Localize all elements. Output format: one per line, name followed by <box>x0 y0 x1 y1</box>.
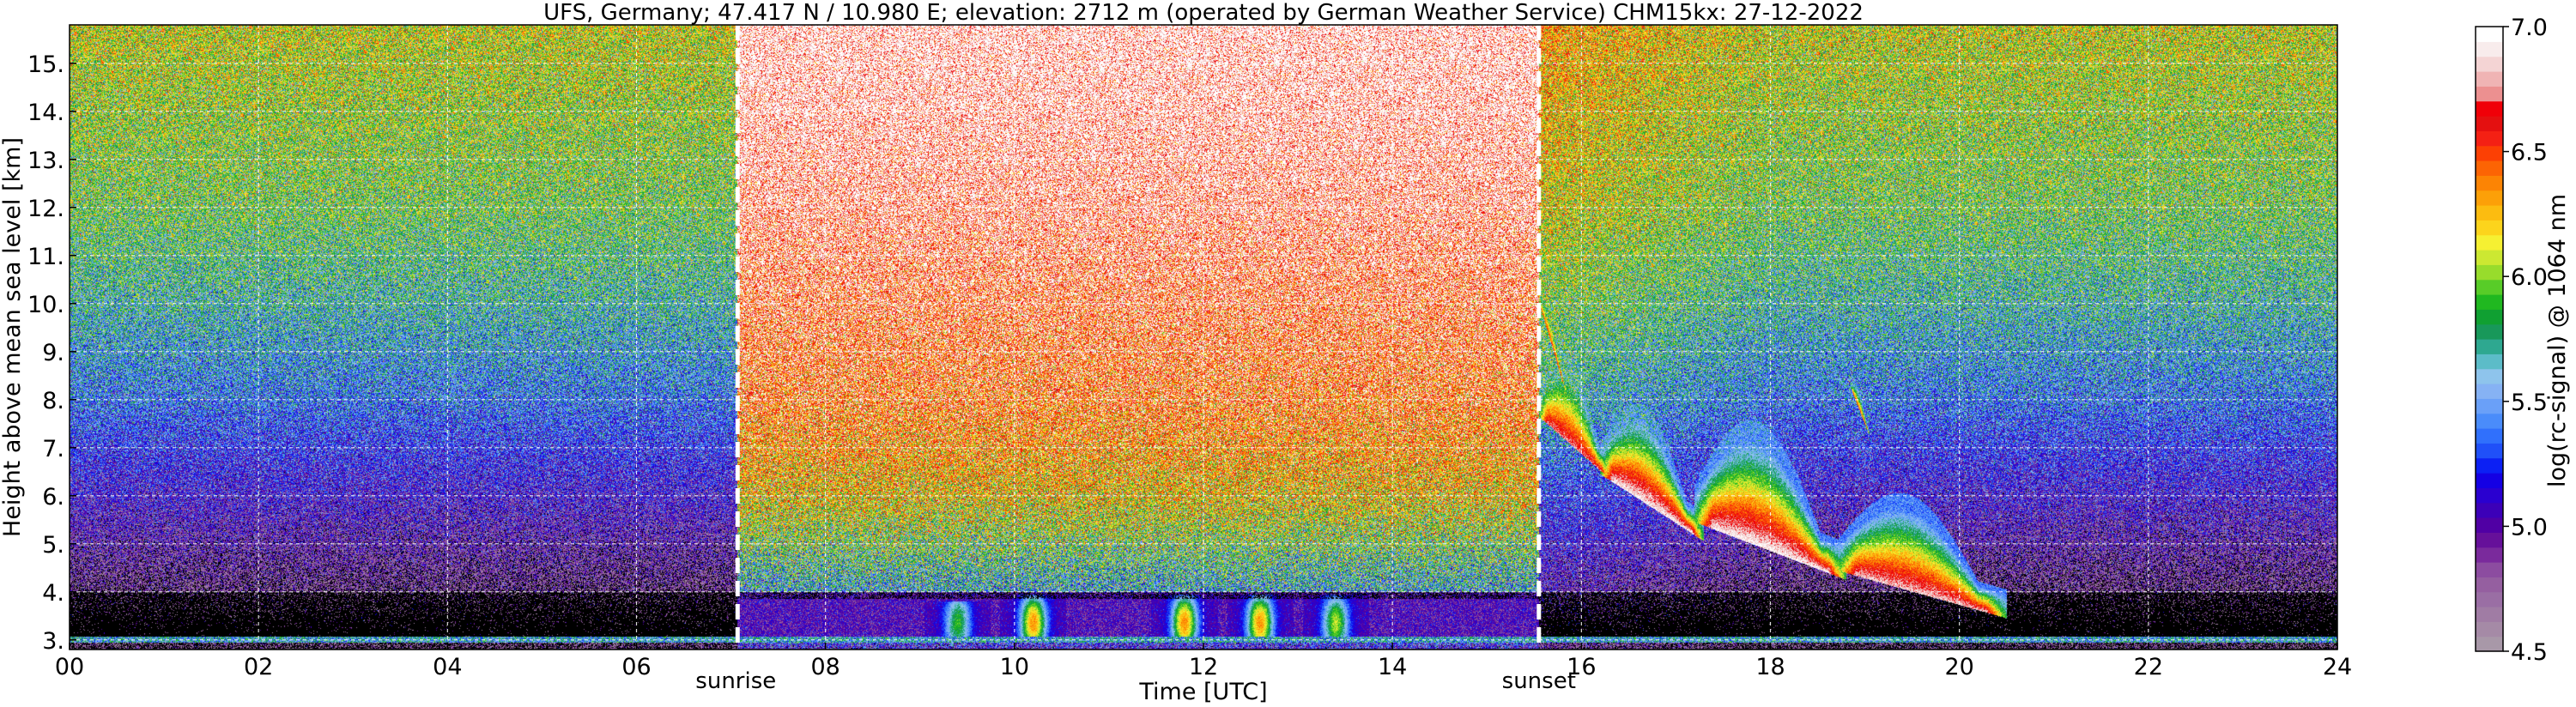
x-tick-label: 02 <box>244 654 273 680</box>
colorbar-swatch <box>2476 368 2503 384</box>
x-tick-label: 22 <box>2134 654 2163 680</box>
colorbar-swatch <box>2476 398 2503 414</box>
x-axis: 00 02 04 06 08 10 12 14 16 18 20 22 24 <box>55 643 2352 680</box>
colorbar-frame <box>2475 26 2504 652</box>
y-tick-label: 5. <box>42 532 64 559</box>
colorbar-swatch <box>2476 473 2503 488</box>
x-tick-label: 06 <box>621 654 651 680</box>
colorbar-swatch <box>2476 636 2503 652</box>
colorbar-swatch <box>2476 517 2503 533</box>
y-axis-label: Height above mean sea level [km] <box>0 137 26 537</box>
chart-title: UFS, Germany; 47.417 N / 10.980 E; eleva… <box>543 0 1864 26</box>
x-tick-label: 18 <box>1755 654 1785 680</box>
colorbar-tick-label: 7.0 <box>2511 15 2548 41</box>
x-tick-label: 10 <box>1000 654 1029 680</box>
colorbar-swatch <box>2476 56 2503 72</box>
x-tick-label: 24 <box>2323 654 2352 680</box>
y-tick-label: 8. <box>42 388 64 414</box>
colorbar-swatch <box>2476 205 2503 221</box>
y-tick-label: 3. <box>42 628 64 655</box>
colorbar-swatch <box>2476 532 2503 548</box>
colorbar-swatch <box>2476 384 2503 399</box>
colorbar-swatch <box>2476 621 2503 638</box>
y-tick-label: 9. <box>42 340 64 366</box>
colorbar-label: log(rc-signal) @ 1064 nm <box>2544 194 2571 487</box>
colorbar-swatch <box>2476 250 2503 265</box>
sunrise-label: sunrise <box>695 668 776 694</box>
y-tick-label: 7. <box>42 436 64 462</box>
x-tick-label: 12 <box>1189 654 1218 680</box>
y-tick-label: 11. <box>27 244 64 270</box>
colorbar-swatch <box>2476 234 2503 251</box>
colorbar-swatch <box>2476 279 2503 295</box>
colorbar-swatch <box>2476 323 2503 340</box>
colorbar-swatch <box>2476 309 2503 325</box>
y-tick-label: 4. <box>42 580 64 607</box>
colorbar-swatch <box>2476 607 2503 622</box>
x-tick-label: 08 <box>810 654 839 680</box>
y-tick-label: 15. <box>27 51 64 78</box>
x-axis-label: Time [UTC] <box>1138 679 1267 705</box>
colorbar-swatch <box>2476 71 2503 87</box>
sunset-label: sunset <box>1502 668 1576 694</box>
colorbar-swatch <box>2476 339 2503 354</box>
x-tick-label: 04 <box>433 654 462 680</box>
x-tick-label: 00 <box>55 654 84 680</box>
colorbar-swatch <box>2476 354 2503 370</box>
colorbar-swatch <box>2476 428 2503 444</box>
colorbar-swatch <box>2476 130 2503 147</box>
colorbar-swatch <box>2476 547 2503 563</box>
colorbar-swatch <box>2476 145 2503 161</box>
colorbar-swatch <box>2476 160 2503 176</box>
grid-lines <box>70 25 2337 650</box>
colorbar-swatch <box>2476 264 2503 281</box>
x-tick-label: 20 <box>1944 654 1973 680</box>
colorbar-tick-label: 6.0 <box>2511 264 2548 291</box>
y-tick-label: 14. <box>27 100 64 126</box>
y-axis: 3. 4. 5. 6. 7. 8. 9. 10. 11. 12. 13. 14. 15. <box>27 51 76 655</box>
colorbar-swatch <box>2476 294 2503 310</box>
colorbar-swatch <box>2476 116 2503 131</box>
colorbar-swatch <box>2476 502 2503 518</box>
colorbar-tick-label: 5.0 <box>2511 514 2548 541</box>
colorbar-swatch <box>2476 457 2503 474</box>
colorbar-swatch <box>2476 220 2503 236</box>
colorbar-swatch <box>2476 443 2503 459</box>
colorbar-swatch <box>2476 175 2503 191</box>
colorbar: 4.5 5.0 5.5 6.0 6.5 7.0 <box>2475 15 2548 666</box>
colorbar-swatch <box>2476 577 2503 593</box>
y-tick-label: 10. <box>27 292 64 318</box>
colorbar-swatch <box>2476 562 2503 577</box>
y-tick-label: 6. <box>42 484 64 511</box>
sunrise-sunset-lines <box>735 25 1542 650</box>
colorbar-tick-label: 5.5 <box>2511 390 2548 416</box>
colorbar-swatch <box>2476 27 2503 42</box>
colorbar-swatch <box>2476 41 2503 57</box>
x-tick-label: 14 <box>1378 654 1407 680</box>
x-tick-label: 16 <box>1567 654 1596 680</box>
colorbar-swatch <box>2476 190 2503 206</box>
colorbar-swatch <box>2476 86 2503 102</box>
colorbar-tick-label: 6.5 <box>2511 140 2548 166</box>
colorbar-swatch <box>2476 100 2503 117</box>
colorbar-swatch <box>2476 591 2503 607</box>
y-tick-label: 13. <box>27 148 64 174</box>
y-tick-label: 12. <box>27 196 64 222</box>
colorbar-tick-label: 4.5 <box>2511 639 2548 666</box>
colorbar-swatch <box>2476 487 2503 504</box>
colorbar-swatch <box>2476 413 2503 429</box>
